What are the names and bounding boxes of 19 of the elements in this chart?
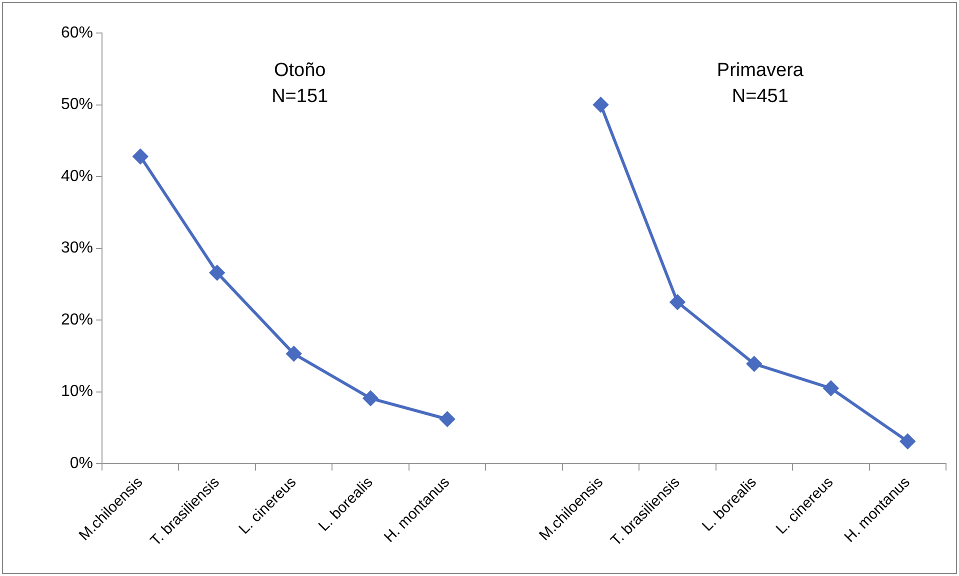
point bbox=[286, 346, 302, 362]
y-tick-label: 60% bbox=[60, 24, 94, 42]
point bbox=[900, 434, 916, 449]
point bbox=[823, 380, 838, 396]
point bbox=[132, 148, 148, 164]
y-tick-label: 40% bbox=[60, 168, 94, 185]
point bbox=[746, 356, 762, 372]
point bbox=[593, 97, 608, 112]
y-tick-label: 50% bbox=[60, 96, 94, 114]
y-tick-label: 20% bbox=[60, 311, 94, 328]
point bbox=[440, 412, 455, 427]
y-tick-label: 10% bbox=[60, 383, 94, 400]
point bbox=[363, 390, 378, 406]
point bbox=[210, 265, 225, 280]
point bbox=[670, 294, 685, 310]
y-tick-label: 0% bbox=[70, 455, 94, 472]
annotation: Primavera N=451 bbox=[716, 60, 804, 108]
annotation: Otoño N=151 bbox=[272, 60, 328, 108]
y-tick-label: 30% bbox=[60, 240, 94, 257]
